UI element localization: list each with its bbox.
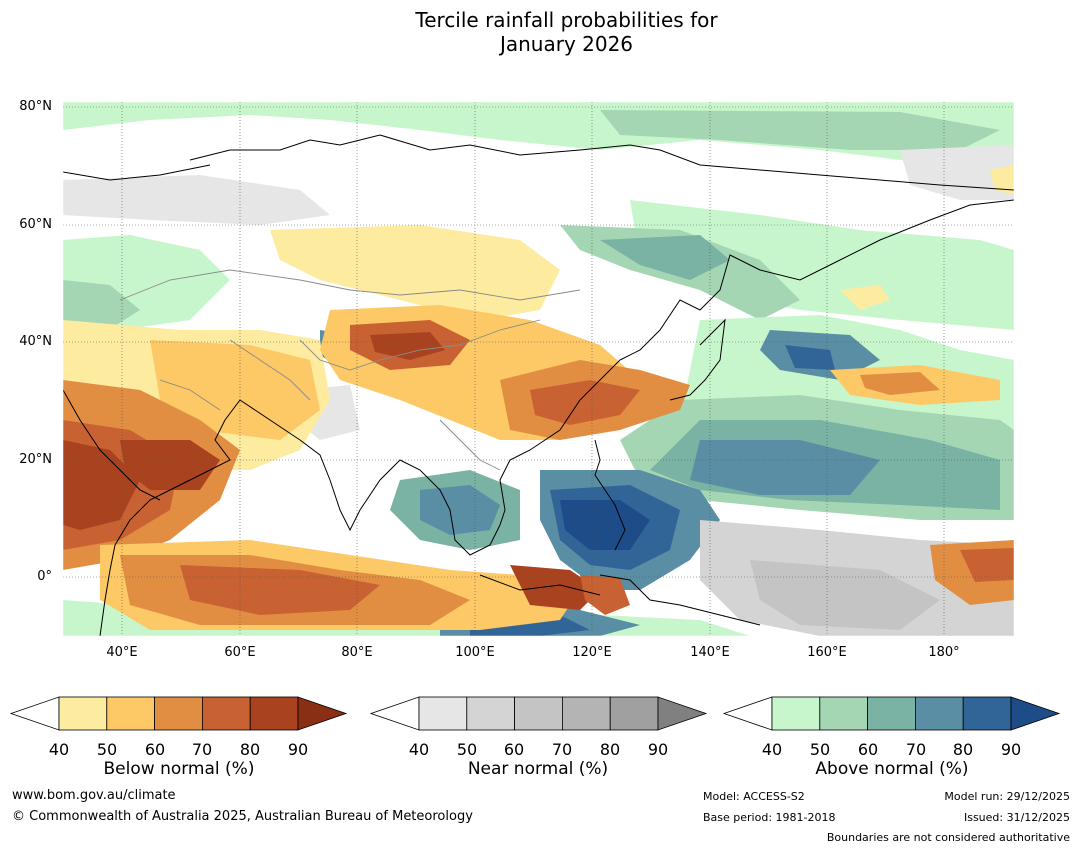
map-plot-area xyxy=(63,102,1014,636)
colorbar-above-normal xyxy=(722,696,1061,731)
title-line-2: January 2026 xyxy=(499,32,634,56)
lon-label-180: 180° xyxy=(928,645,960,660)
lon-label-40e: 40°E xyxy=(106,645,138,660)
map-frame xyxy=(62,101,1015,637)
above-segment-4 xyxy=(962,696,1012,731)
near-extend-high xyxy=(657,696,708,731)
above-tick-60: 60 xyxy=(857,740,879,759)
above-normal-title: Above normal (%) xyxy=(815,759,969,779)
above-tick-70: 70 xyxy=(905,740,927,759)
lon-label-80e: 80°E xyxy=(341,645,373,660)
above-tick-90: 90 xyxy=(1000,740,1022,759)
near-tick-50: 50 xyxy=(456,740,478,759)
below-segment-3 xyxy=(201,696,251,731)
lon-label-100e: 100°E xyxy=(455,645,495,660)
below-extend-high xyxy=(297,696,348,731)
lat-label-20n: 20°N xyxy=(19,452,52,467)
boundaries-disclaimer: Boundaries are not considered authoritat… xyxy=(826,831,1070,844)
map-title: Tercile rainfall probabilities for Janua… xyxy=(0,8,1081,56)
country-borders xyxy=(119,269,581,471)
base-period-text: Base period: 1981-2018 xyxy=(703,811,836,824)
near-tick-70: 70 xyxy=(551,740,573,759)
above-segment-3 xyxy=(915,696,964,731)
copyright-text: © Commonwealth of Australia 2025, Austra… xyxy=(12,809,473,824)
near-normal-regions xyxy=(63,145,1014,636)
coastlines xyxy=(63,134,1014,636)
lon-label-60e: 60°E xyxy=(224,645,256,660)
website-link[interactable]: www.bom.gov.au/climate xyxy=(12,788,176,803)
colorbar-below-normal xyxy=(9,696,348,731)
near-segment-4 xyxy=(609,696,659,731)
lat-label-60n: 60°N xyxy=(19,217,52,232)
near-tick-80: 80 xyxy=(599,740,621,759)
graticule xyxy=(63,102,1014,636)
above-extend-low xyxy=(722,696,773,731)
above-segment-0 xyxy=(771,696,821,731)
near-extend-low xyxy=(369,696,420,731)
title-line-1: Tercile rainfall probabilities for xyxy=(415,8,718,32)
above-tick-40: 40 xyxy=(761,740,783,759)
lat-label-80n: 80°N xyxy=(19,99,52,114)
below-tick-90: 90 xyxy=(287,740,309,759)
lon-label-140e: 140°E xyxy=(690,645,730,660)
issued-text: Issued: 31/12/2025 xyxy=(963,811,1070,824)
near-segment-2 xyxy=(514,696,563,731)
below-segment-1 xyxy=(106,696,156,731)
colorbar-near-normal xyxy=(369,696,708,731)
below-tick-40: 40 xyxy=(48,740,70,759)
lat-label-40n: 40°N xyxy=(19,334,52,349)
near-segment-0 xyxy=(418,696,468,731)
lon-label-160e: 160°E xyxy=(807,645,847,660)
near-tick-40: 40 xyxy=(408,740,430,759)
model-text: Model: ACCESS-S2 xyxy=(703,790,805,803)
above-extend-high xyxy=(1010,696,1061,731)
below-tick-80: 80 xyxy=(239,740,261,759)
below-tick-70: 70 xyxy=(191,740,213,759)
near-tick-60: 60 xyxy=(503,740,525,759)
near-segment-3 xyxy=(562,696,611,731)
above-tick-50: 50 xyxy=(809,740,831,759)
near-normal-title: Near normal (%) xyxy=(467,759,609,779)
below-extend-low xyxy=(9,696,60,731)
below-segment-2 xyxy=(154,696,203,731)
below-tick-60: 60 xyxy=(144,740,166,759)
below-normal-title: Below normal (%) xyxy=(103,759,255,779)
below-tick-50: 50 xyxy=(96,740,118,759)
lat-label-0: 0° xyxy=(37,569,52,584)
below-segment-4 xyxy=(249,696,299,731)
above-segment-1 xyxy=(819,696,868,731)
lon-label-120e: 120°E xyxy=(572,645,612,660)
model-run-text: Model run: 29/12/2025 xyxy=(944,790,1070,803)
above-segment-2 xyxy=(867,696,916,731)
below-segment-0 xyxy=(58,696,108,731)
above-tick-80: 80 xyxy=(952,740,974,759)
near-segment-1 xyxy=(466,696,515,731)
near-tick-90: 90 xyxy=(647,740,669,759)
